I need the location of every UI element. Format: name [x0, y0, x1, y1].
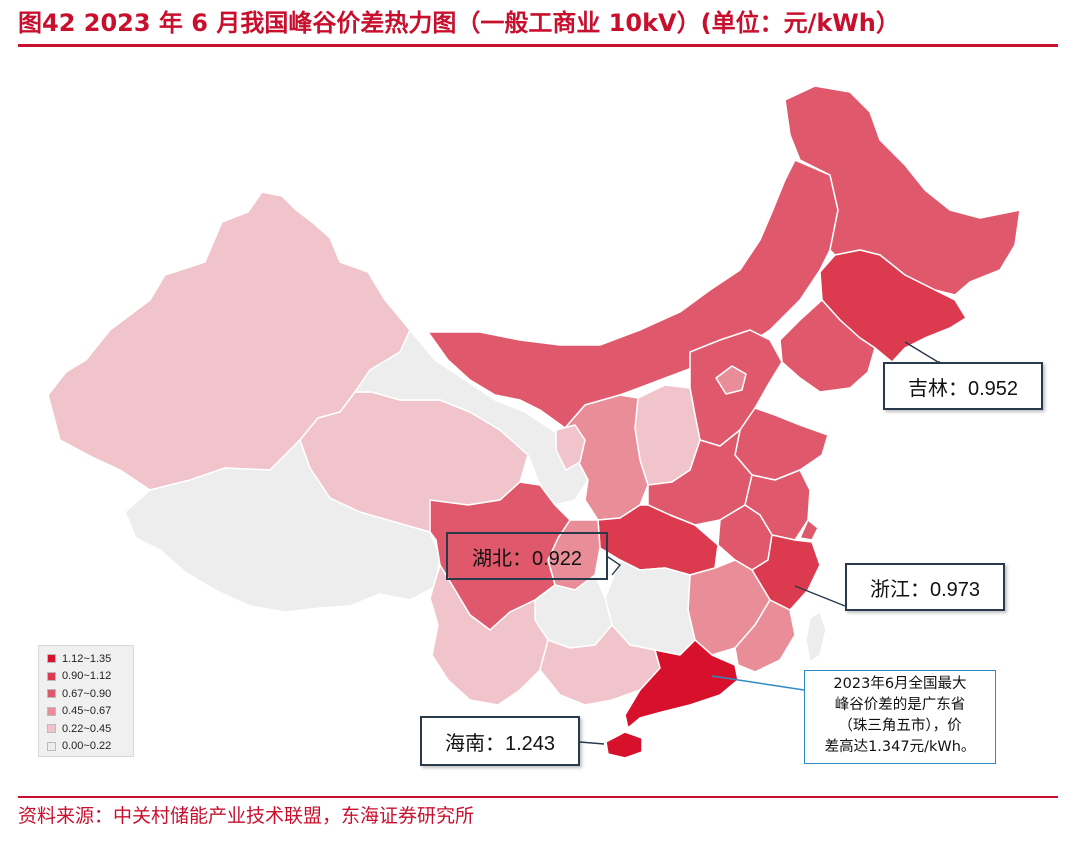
callout-hubei: 湖北：0.922 [446, 532, 608, 580]
legend-swatch [47, 741, 56, 751]
source-note: 资料来源：中关村储能产业技术联盟，东海证券研究所 [18, 805, 475, 827]
legend-label: 0.45~0.67 [62, 705, 112, 718]
annotation-note-guangdong: 2023年6月全国最大 峰谷价差的是广东省 （珠三角五市），价 差高达1.347… [804, 670, 996, 764]
note-line: 2023年6月全国最大 [833, 676, 967, 692]
note-line: （珠三角五市），价 [838, 718, 962, 734]
legend-label: 1.12~1.35 [62, 652, 112, 665]
legend-item: 0.00~0.22 [47, 738, 133, 756]
legend-swatch [47, 671, 56, 681]
title-divider [18, 44, 1058, 47]
legend-swatch [47, 654, 56, 664]
leader-line-hubei [607, 556, 622, 576]
province-beijing [715, 365, 747, 395]
province-guangdong [624, 639, 739, 729]
leader-line-guangdong [711, 675, 805, 691]
callout-hainan: 海南：1.243 [420, 716, 580, 766]
legend-label: 0.67~0.90 [62, 687, 112, 700]
leader-line-zhejiang [794, 585, 846, 607]
legend-swatch [47, 724, 56, 734]
source-divider [18, 796, 1058, 798]
map-legend: 1.12~1.35 0.90~1.12 0.67~0.90 0.45~0.67 … [38, 645, 134, 757]
province-gansu [354, 329, 589, 506]
legend-label: 0.00~0.22 [62, 740, 112, 753]
note-line: 差高达1.347元/kWh。 [824, 739, 976, 755]
legend-label: 0.90~1.12 [62, 670, 112, 683]
callout-zhejiang: 浙江：0.973 [845, 563, 1005, 611]
province-liaoning [779, 299, 876, 393]
province-heilongjiang [784, 85, 1021, 296]
legend-item: 0.22~0.45 [47, 720, 133, 738]
legend-item: 1.12~1.35 [47, 650, 133, 668]
province-hainan [605, 731, 643, 759]
figure-title: 图42 2023 年 6 月我国峰谷价差热力图（一般工商业 10kV）(单位：元… [18, 9, 900, 37]
province-fujian [734, 599, 796, 673]
legend-label: 0.22~0.45 [62, 722, 112, 735]
province-shanghai [799, 519, 819, 541]
province-shandong [734, 407, 829, 481]
province-ningxia [555, 424, 586, 471]
callout-jilin: 吉林：0.952 [883, 362, 1043, 410]
legend-item: 0.45~0.67 [47, 703, 133, 721]
legend-swatch [47, 689, 56, 699]
legend-item: 0.90~1.12 [47, 668, 133, 686]
province-inner-mongolia [427, 159, 839, 429]
legend-item: 0.67~0.90 [47, 685, 133, 703]
leader-line-jilin [904, 341, 940, 363]
leader-line-hainan [579, 741, 605, 745]
note-line: 峰谷价差的是广东省 [834, 697, 966, 713]
legend-swatch [47, 706, 56, 716]
province-taiwan [805, 611, 827, 663]
